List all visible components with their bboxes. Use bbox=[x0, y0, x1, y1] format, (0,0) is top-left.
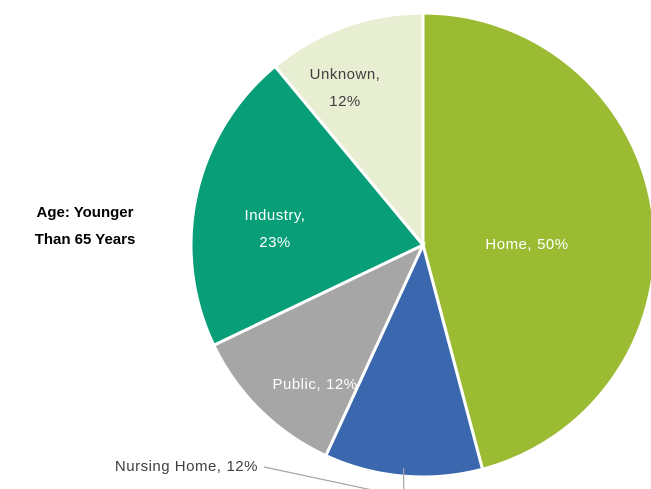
pie-slice bbox=[421, 11, 651, 472]
slice-label: Nursing Home, 12% bbox=[115, 458, 258, 475]
slice-label: Public, 12% bbox=[272, 376, 357, 393]
slice-category: Industry, bbox=[245, 207, 306, 224]
pie-slice bbox=[189, 64, 426, 348]
slice-category: Public, bbox=[272, 376, 321, 393]
slice-label: Unknown, 12% bbox=[310, 66, 381, 110]
slice-value-label: 50% bbox=[537, 236, 569, 253]
slice-category: Home, bbox=[485, 236, 532, 253]
slice-value-label: 23% bbox=[259, 234, 291, 251]
slice-value-label: 12% bbox=[226, 458, 258, 475]
slice-label: Industry, 23% bbox=[245, 207, 306, 251]
slice-category: Nursing Home, bbox=[115, 458, 222, 475]
slice-value-label: 12% bbox=[329, 93, 361, 110]
slice-value-label: 12% bbox=[326, 376, 358, 393]
slice-category: Unknown, bbox=[310, 66, 381, 83]
leader-line bbox=[263, 466, 405, 489]
chart-title: Age: Younger Than 65 Years bbox=[35, 204, 136, 248]
slice-label: Home, 50% bbox=[485, 236, 568, 253]
pie-slice bbox=[272, 11, 425, 250]
pie-slice bbox=[211, 241, 427, 458]
pie-slice bbox=[323, 240, 485, 479]
